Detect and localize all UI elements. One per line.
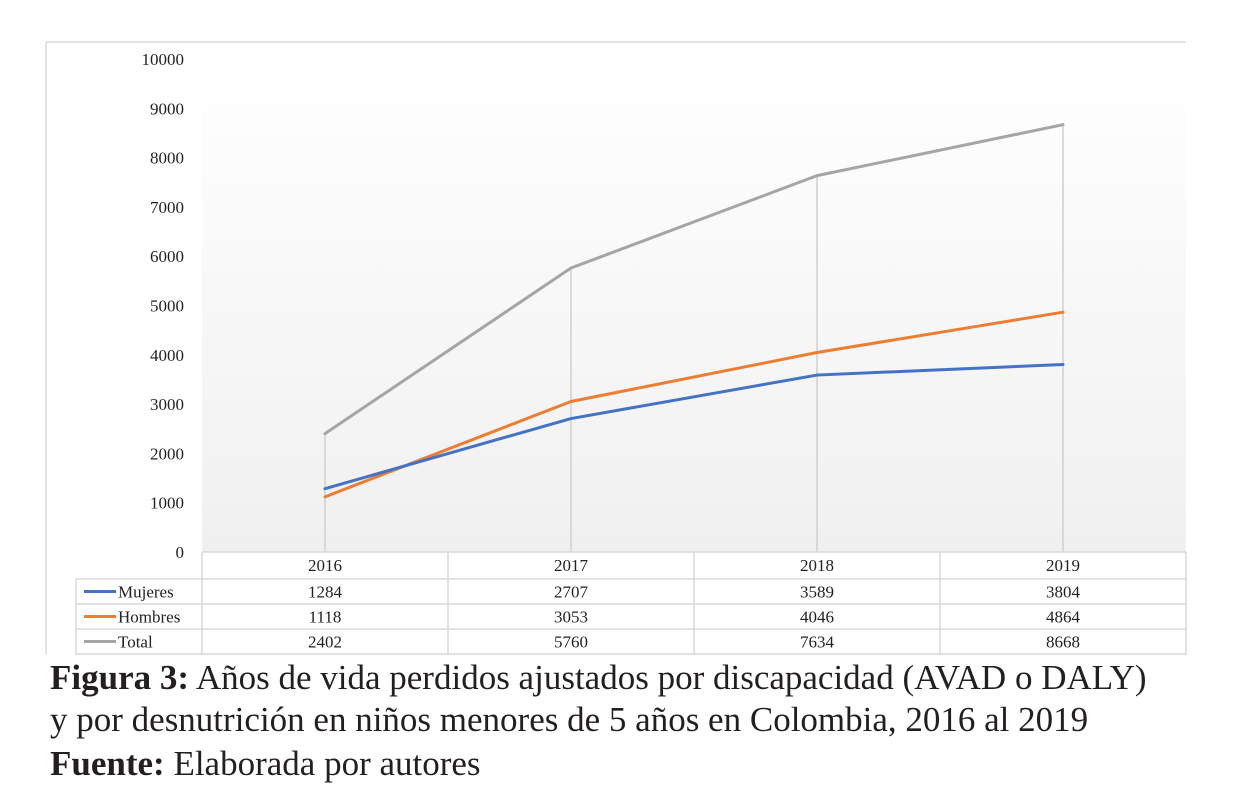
y-tick-label: 4000 (150, 346, 184, 365)
figure-caption-line2: y por desnutrición en niños menores de 5… (50, 700, 1210, 740)
x-tick-label: 2018 (800, 556, 834, 575)
data-label: 7634 (800, 633, 835, 652)
data-label: 1284 (308, 583, 343, 602)
figure-label: Figura 3: (50, 658, 190, 697)
source-caption: Fuente: Elaborada por autores (50, 744, 1210, 784)
series-line-mujeres (323, 362, 1065, 491)
legend-label: Total (118, 633, 153, 652)
x-tick-label: 2016 (308, 556, 342, 575)
series-line-total (323, 123, 1065, 436)
y-tick-label: 7000 (150, 198, 184, 217)
figure-caption: Figura 3: Años de vida perdidos ajustado… (50, 658, 1210, 698)
data-label: 5760 (554, 633, 588, 652)
y-tick-label: 8000 (150, 149, 184, 168)
y-tick-label: 2000 (150, 444, 184, 463)
y-tick-label: 3000 (150, 395, 184, 414)
data-label: 4864 (1046, 608, 1081, 627)
y-tick-label: 6000 (150, 247, 184, 266)
figure-caption-text-line1: Años de vida perdidos ajustados por disc… (189, 658, 1147, 697)
data-label: 4046 (800, 608, 834, 627)
data-label: 1118 (309, 608, 342, 627)
y-tick-label: 0 (176, 543, 185, 562)
y-tick-label: 9000 (150, 99, 184, 118)
source-text: Elaborada por autores (164, 744, 481, 783)
plot-area (202, 58, 1186, 552)
y-tick-label: 5000 (150, 297, 184, 316)
legend-label: Hombres (118, 608, 180, 627)
line-chart: 0 1000 2000 3000 4000 5000 6000 7000 8000 9000 100… (45, 41, 1187, 655)
data-label: 8668 (1046, 633, 1080, 652)
figure-caption-text-line2: y por desnutrición en niños menores de 5… (50, 700, 1089, 739)
legend-label: Mujeres (118, 583, 174, 602)
data-label: 3589 (800, 583, 834, 602)
x-tick-label: 2019 (1046, 556, 1080, 575)
data-label: 2402 (308, 633, 342, 652)
source-label: Fuente: (50, 744, 165, 783)
series-line-hombres (323, 310, 1065, 499)
data-label: 3804 (1046, 583, 1081, 602)
data-label: 3053 (554, 608, 588, 627)
data-label: 2707 (554, 583, 589, 602)
y-tick-label: 1000 (150, 494, 184, 513)
x-tick-label: 2017 (554, 556, 589, 575)
y-tick-label: 10000 (142, 50, 185, 69)
